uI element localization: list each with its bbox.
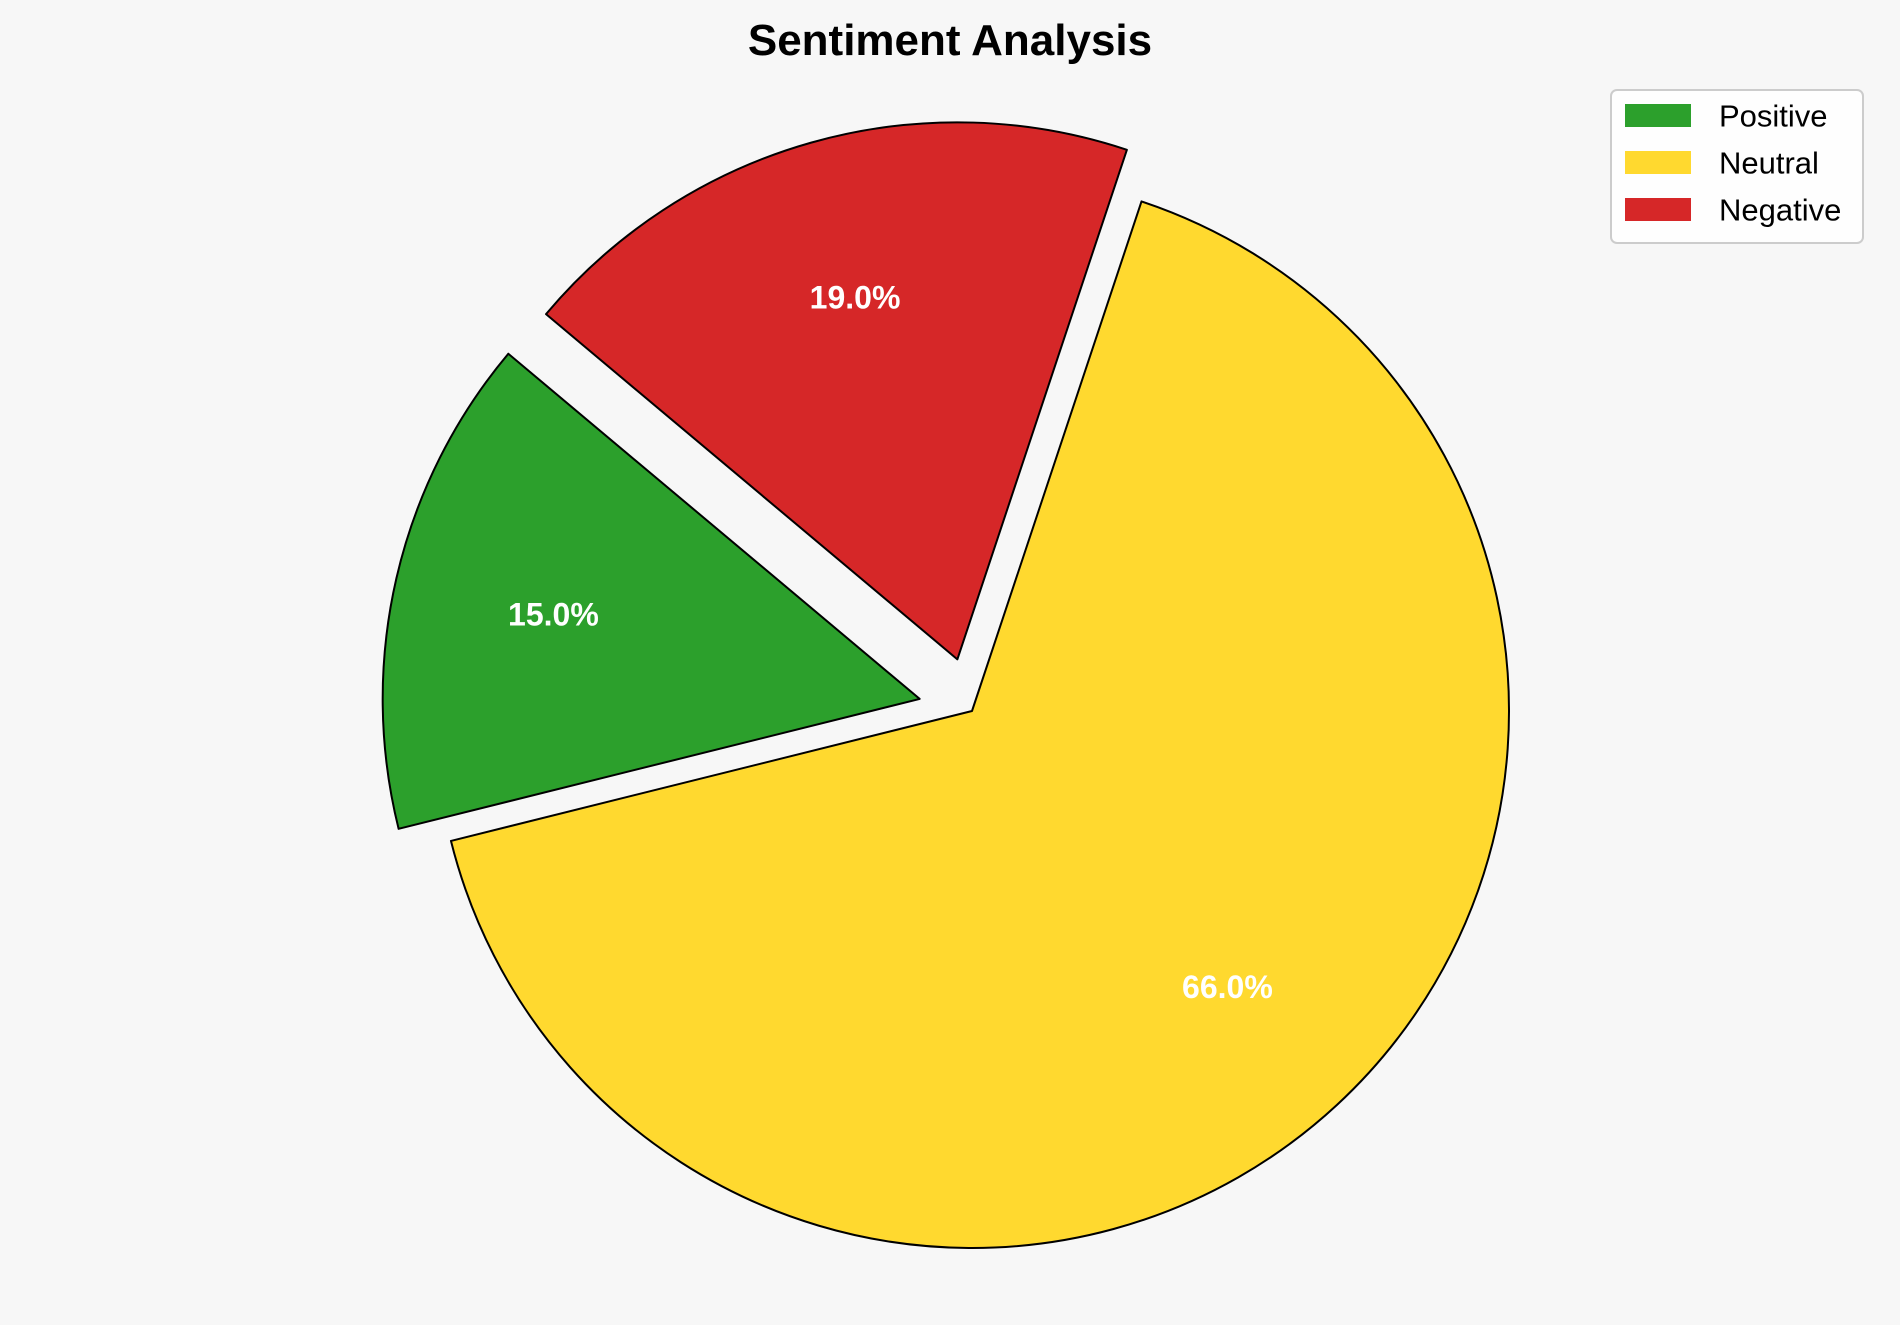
- label-positive: 15.0%: [508, 596, 599, 632]
- legend-label-neutral: Neutral: [1719, 146, 1819, 181]
- chart-title: Sentiment Analysis: [748, 16, 1152, 65]
- slice-neutral: [449, 200, 1510, 1249]
- legend-label-positive: Positive: [1719, 99, 1828, 134]
- legend-swatch-negative: [1625, 198, 1691, 221]
- label-neutral: 66.0%: [1182, 969, 1273, 1005]
- slice-negative: [545, 121, 1128, 661]
- slice-positive: [381, 352, 921, 830]
- legend-label-negative: Negative: [1719, 193, 1841, 228]
- legend: Positive Neutral Negative: [1610, 89, 1864, 244]
- legend-swatch-positive: [1625, 104, 1691, 127]
- legend-swatch-neutral: [1625, 151, 1691, 174]
- label-negative: 19.0%: [810, 280, 901, 316]
